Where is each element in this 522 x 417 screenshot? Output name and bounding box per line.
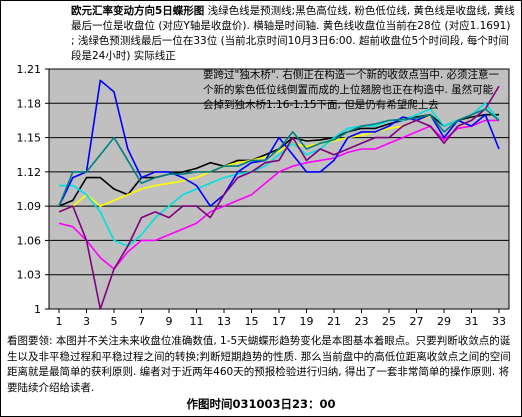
x-tick-label: 17 <box>272 315 286 328</box>
x-tick-label: 15 <box>245 315 259 328</box>
chart-annotation: 要跨过"独木桥". 右侧正在构造一个新的收敛点当中. 必须注意一个新的紫色低位线… <box>203 69 500 111</box>
series-line <box>58 85 500 310</box>
plot-border <box>48 68 510 310</box>
y-tick-label: 1.03 <box>17 269 42 282</box>
series-line <box>58 119 499 270</box>
x-tick-label: 33 <box>492 315 506 328</box>
reading-guide-text: 看图要领: 本图并不关注未来收盘位准确数值, 1-5天蝴蝶形趋势变化是本图基本着… <box>7 335 511 394</box>
y-tick-label: 1.15 <box>17 132 42 145</box>
y-tick-label: 1.18 <box>17 97 42 110</box>
x-tick-label: 7 <box>138 315 145 328</box>
series-line <box>59 102 500 247</box>
header-text: 欧元汇率变动方向5日蝶形图 浅绿色线是预测线;黑色高位线, 粉色低位线, 黄色线… <box>71 4 517 64</box>
y-tick-label: 1.21 <box>17 63 42 76</box>
x-tick-label: 19 <box>300 315 314 328</box>
chart-title: 欧元汇率变动方向5日蝶形图 <box>71 5 205 17</box>
x-tick-label: 29 <box>437 315 451 328</box>
plot-area <box>49 69 509 309</box>
y-tick-label: 1.09 <box>17 200 42 213</box>
x-tick-label: 1 <box>56 315 63 328</box>
creation-timestamp: 作图时间031003日23：00 <box>186 397 336 411</box>
x-tick-label: 27 <box>410 315 424 328</box>
y-tick-label: 1 <box>34 303 41 316</box>
series-line <box>58 108 500 207</box>
chart-description: 浅绿色线是预测线;黑色高位线, 粉色低位线, 黄色线是收盘线, 黄线最后一位是收… <box>71 5 515 62</box>
x-tick-label: 5 <box>111 315 118 328</box>
x-tick-label: 25 <box>382 315 396 328</box>
x-tick-label: 21 <box>327 315 341 328</box>
x-tick-label: 11 <box>190 315 204 328</box>
y-tick-label: 1.06 <box>17 234 42 247</box>
x-tick-label: 3 <box>83 315 90 328</box>
x-tick-label: 23 <box>355 315 369 328</box>
series-line <box>58 115 431 213</box>
x-tick-label: 13 <box>217 315 231 328</box>
x-tick-label: 9 <box>166 315 173 328</box>
x-tick-label: 31 <box>465 315 479 328</box>
y-tick-label: 1.12 <box>17 166 42 179</box>
